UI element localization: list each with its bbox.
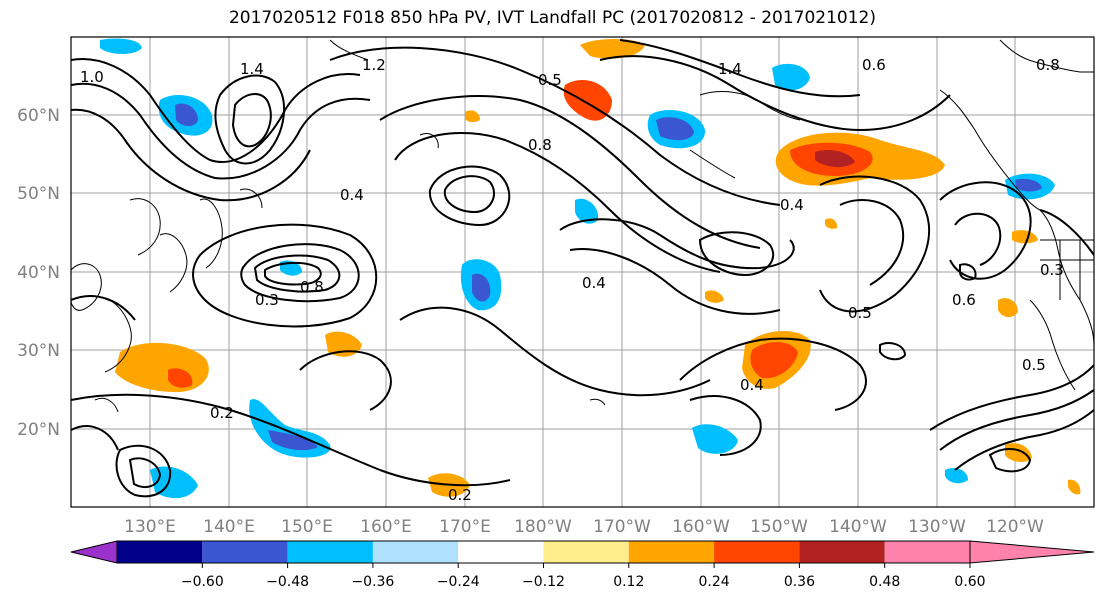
pv-pos-blob <box>998 298 1018 318</box>
colorbar-tick-label: 0.36 <box>784 574 815 590</box>
contour-label: 0.5 <box>848 304 872 322</box>
pv-pos-blob <box>465 110 480 123</box>
contour-label: 0.8 <box>1036 56 1060 74</box>
contour-label: 0.6 <box>862 56 886 74</box>
contour-label: 1.4 <box>718 60 742 78</box>
colorbar-tick-label: 0.24 <box>699 574 730 590</box>
contour-label: 1.0 <box>80 68 104 86</box>
map-title: 2017020512 F018 850 hPa PV, IVT Landfall… <box>228 8 876 28</box>
colorbar-segment <box>714 541 800 563</box>
colorbar-segment <box>884 541 970 563</box>
contour-label: 0.2 <box>448 486 472 504</box>
colorbar-segment <box>287 541 373 563</box>
pv-neg-blob <box>945 468 968 484</box>
lon-label: 130°E <box>124 517 176 537</box>
contour-label: 0.6 <box>952 291 976 309</box>
pv-neg-blob <box>100 38 142 54</box>
lat-label: 50°N <box>17 184 60 204</box>
pv-neg-blob <box>575 198 599 224</box>
pv-pos-blob <box>750 342 798 379</box>
coastlines <box>71 39 1094 413</box>
pv-pos-blob <box>1005 443 1032 462</box>
pv-neg-blob <box>772 63 810 91</box>
latitude-labels: 60°N 50°N 40°N 30°N 20°N <box>17 106 60 440</box>
lon-label: 140°E <box>203 517 255 537</box>
pv-neg-blob <box>692 424 738 454</box>
pv-pos-blob <box>705 290 724 303</box>
colorbar-extend-high <box>969 540 1095 564</box>
contour-label: 0.4 <box>780 196 804 214</box>
lon-label: 150°E <box>281 517 333 537</box>
pv-pos-blob <box>1012 230 1038 244</box>
lon-label: 160°E <box>360 517 412 537</box>
pv-pos-blob <box>168 368 193 388</box>
lon-label: 150°W <box>750 517 808 537</box>
contour-label: 0.4 <box>340 186 364 204</box>
colorbar-tick-label: −0.24 <box>437 574 480 590</box>
contour-label: 1.4 <box>240 60 264 78</box>
contour-label: 0.3 <box>1040 261 1064 279</box>
colorbar-extend-low <box>70 540 118 564</box>
pv-pos-blob <box>580 39 645 59</box>
lon-label: 170°W <box>593 517 651 537</box>
lat-label: 40°N <box>17 263 60 283</box>
contour-label: 0.8 <box>300 278 324 296</box>
colorbar-tick-label: 0.60 <box>954 574 985 590</box>
colorbar: −0.60 −0.48 −0.36 −0.24 −0.12 0.12 0.24 … <box>70 540 1095 590</box>
contour-label: 0.8 <box>528 136 552 154</box>
colorbar-tick-label: −0.48 <box>266 574 309 590</box>
lat-label: 20°N <box>17 420 60 440</box>
pv-pos-blob <box>815 150 855 168</box>
pv-pos-blob <box>1068 479 1081 495</box>
colorbar-segment <box>202 541 288 563</box>
lat-label: 60°N <box>17 106 60 126</box>
pv-neg-blob <box>175 103 198 126</box>
longitude-labels: 130°E 140°E 150°E 160°E 170°E 180°W 170°… <box>124 517 1044 537</box>
colorbar-tick-label: −0.60 <box>181 574 224 590</box>
contour-label: 0.3 <box>255 291 279 309</box>
contour-labels: 1.4 1.2 1.0 0.8 0.5 0.4 0.3 0.6 0.2 1.4 … <box>80 56 1064 504</box>
colorbar-tick-label: −0.12 <box>522 574 565 590</box>
lon-label: 170°E <box>439 517 491 537</box>
contour-label: 0.5 <box>1022 356 1046 374</box>
lon-label: 160°W <box>672 517 730 537</box>
pv-pos-blob <box>825 218 838 229</box>
colorbar-tick-label: −0.36 <box>351 574 394 590</box>
contour-label: 1.2 <box>362 56 386 74</box>
colorbar-segment <box>543 541 629 563</box>
contour-label: 0.2 <box>210 404 234 422</box>
lon-label: 130°W <box>908 517 966 537</box>
contour-label: 0.4 <box>582 274 606 292</box>
pv-neg-blob <box>472 273 491 302</box>
colorbar-segment <box>117 541 203 563</box>
colorbar-segment <box>799 541 885 563</box>
contour-label: 0.5 <box>538 71 562 89</box>
lon-label: 180°W <box>514 517 572 537</box>
ivt-contours <box>71 39 1094 498</box>
pv-neg-blob <box>656 117 694 141</box>
lon-label: 120°W <box>986 517 1044 537</box>
pv-neg-blob <box>1015 178 1042 192</box>
lon-label: 140°W <box>829 517 887 537</box>
colorbar-segment <box>458 541 544 563</box>
colorbar-ticks <box>201 563 971 568</box>
colorbar-segment <box>372 541 459 563</box>
colorbar-tick-label: 0.48 <box>869 574 900 590</box>
colorbar-segment <box>628 541 715 563</box>
lat-label: 30°N <box>17 341 60 361</box>
contour-label: 0.4 <box>740 376 764 394</box>
pv-neg-blob <box>268 430 318 451</box>
colorbar-tick-label: 0.12 <box>613 574 644 590</box>
map-frame <box>70 36 1095 508</box>
